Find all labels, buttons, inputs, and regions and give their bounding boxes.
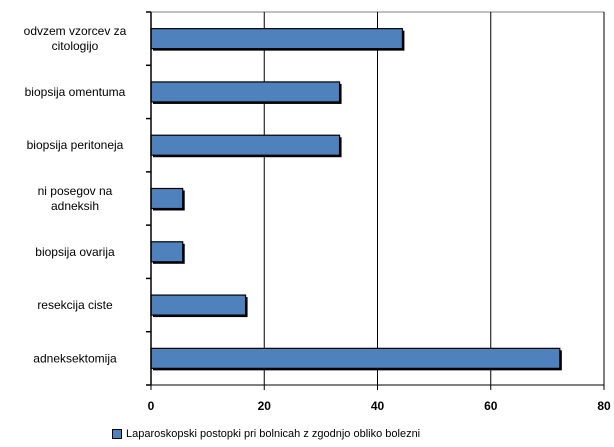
category-label: adneksektomija: [33, 351, 117, 365]
x-tick-label: 20: [258, 399, 272, 413]
legend: Laparoskopski postopki pri bolnicah z zg…: [112, 428, 420, 440]
category-label: odvzem vzorcev za citologijo: [24, 24, 127, 53]
legend-swatch: [112, 429, 122, 439]
category-label: biopsija ovarija: [35, 245, 115, 259]
bar: [150, 294, 247, 316]
category-label: biopsija omentuma: [25, 85, 126, 99]
category-label-line: biopsija ovarija: [35, 245, 115, 259]
bar: [150, 347, 561, 369]
category-label-line: adneksektomija: [33, 351, 117, 365]
category-label-line: citologijo: [52, 39, 99, 53]
category-label-line: resekcija ciste: [37, 298, 113, 312]
bar: [150, 134, 341, 156]
bar: [150, 28, 404, 50]
x-tick-labels: 0 20 40 60 80: [148, 399, 611, 413]
bars: [150, 28, 562, 371]
category-label: biopsija peritoneja: [27, 138, 124, 152]
bar: [150, 241, 184, 263]
bar: [150, 187, 184, 210]
x-tick-label: 0: [148, 399, 155, 413]
category-label: resekcija ciste: [37, 298, 113, 312]
axes: [146, 11, 605, 390]
category-label-line: adneksih: [51, 199, 99, 213]
category-label-line: ni posegov na: [38, 184, 113, 198]
category-label: ni posegov na adneksih: [38, 184, 113, 213]
legend-label: Laparoskopski postopki pri bolnicah z zg…: [126, 428, 421, 440]
x-tick-label: 80: [597, 399, 611, 413]
category-label-line: biopsija peritoneja: [27, 138, 124, 152]
category-label-line: odvzem vzorcev za: [24, 24, 127, 38]
gridlines: [263, 12, 492, 385]
category-label-line: biopsija omentuma: [25, 85, 126, 99]
category-labels: odvzem vzorcev za citologijo biopsija omen…: [24, 24, 127, 365]
bar: [150, 81, 341, 103]
x-tick-label: 60: [484, 399, 498, 413]
x-tick-label: 40: [371, 399, 385, 413]
